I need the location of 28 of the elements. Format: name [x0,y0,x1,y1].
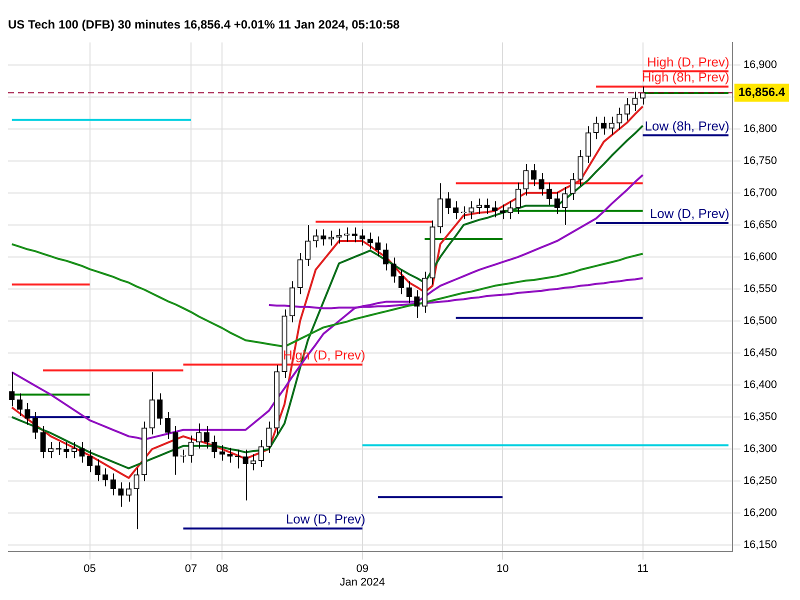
series-label: Low (D, Prev) [286,512,366,527]
x-tick-label: 10 [496,563,509,576]
y-tick-label: 16,300 [743,443,778,456]
y-tick-label: 16,250 [743,475,778,488]
x-tick-label: 08 [216,563,228,576]
series-label: Low (D, Prev) [650,206,730,222]
y-tick-label: 16,150 [743,539,778,552]
y-tick-label: 16,800 [743,122,778,135]
series-label: High (D, Prev) [646,54,730,70]
y-tick-label: 16,400 [743,379,778,392]
x-tick-label: 05 [84,563,96,576]
y-tick-label: 16,350 [743,411,778,424]
y-tick-label: 16,200 [743,507,778,520]
x-tick-label: 11 [637,563,648,576]
series-label: High (8h, Prev) [642,70,730,85]
chart-title: US Tech 100 (DFB) 30 minutes 16,856.4 +0.01% 11 Jan 2024, 05:10:58 [8,18,400,32]
x-tick-label: 07 [184,563,198,576]
ref-line-label: 16,856.4 [738,85,786,100]
y-tick-label: 16,650 [743,218,778,231]
series-label: Low (8h, Prev) [644,118,730,134]
y-tick-label: 16,900 [743,58,778,71]
y-tick-label: 16,500 [743,315,778,328]
y-tick-label: 16,600 [743,251,778,263]
y-tick-label: 16,450 [743,347,778,360]
y-tick-label: 16,550 [743,283,778,296]
y-tick-label: 16,750 [743,154,778,167]
x-tick-label: 09 Jan 2024 [340,563,386,588]
y-tick-label: 16,700 [743,186,778,199]
